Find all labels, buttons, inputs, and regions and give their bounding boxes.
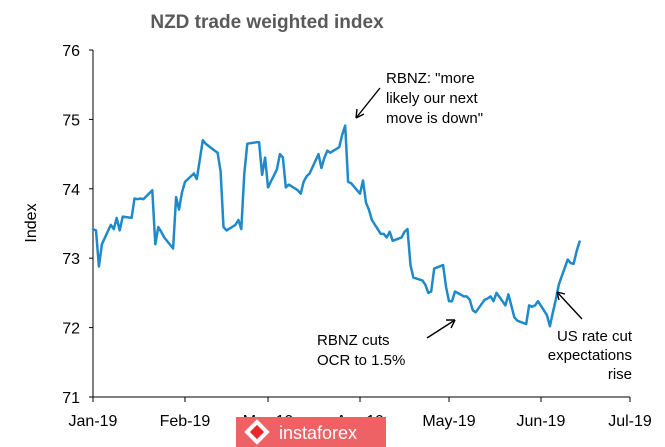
annotation-rbnz-cuts-arrow bbox=[426, 319, 456, 339]
annotation-rbnz-dovish-line-3: move is down" bbox=[386, 110, 483, 127]
annotation-rbnz-dovish: RBNZ: "more likely our next move is down… bbox=[355, 70, 483, 127]
y-axis-label: Index bbox=[23, 203, 40, 242]
x-tick-label-0: Jan-19 bbox=[69, 413, 118, 430]
annotation-us-rate-cut-line-1: US rate cut bbox=[557, 328, 633, 345]
watermark-logo-icon bbox=[244, 419, 270, 445]
annotation-rbnz-dovish-arrowhead bbox=[355, 108, 365, 119]
annotation-us-rate-cut-line-2: expectations bbox=[548, 347, 632, 364]
x-tick-label-6: Jul-19 bbox=[608, 413, 652, 430]
y-tick-label-4: 75 bbox=[62, 112, 80, 129]
y-tick-label-1: 72 bbox=[62, 321, 80, 338]
y-tick-label-3: 74 bbox=[62, 182, 80, 199]
y-tick-label-2: 73 bbox=[62, 251, 80, 268]
annotation-us-rate-cut-arrow bbox=[556, 291, 583, 320]
annotation-rbnz-dovish-line-1: RBNZ: "more bbox=[386, 70, 475, 87]
annotation-us-rate-cut: US rate cut expectations rise bbox=[548, 291, 633, 383]
watermark-text: instaforex bbox=[279, 423, 357, 443]
annotation-us-rate-cut-arrowhead bbox=[556, 291, 566, 301]
y-tick-label-0: 71 bbox=[62, 390, 80, 407]
x-tick-label-5: Jun-19 bbox=[517, 413, 566, 430]
x-tick-label-4: May-19 bbox=[422, 413, 475, 430]
series-line bbox=[91, 124, 581, 328]
annotation-rbnz-cuts-line-2: OCR to 1.5% bbox=[317, 352, 405, 369]
annotation-rbnz-cuts-arrowhead bbox=[446, 319, 456, 329]
annotation-rbnz-dovish-line-2: likely our next bbox=[386, 90, 479, 107]
x-tick-label-1: Feb-19 bbox=[160, 413, 211, 430]
y-tick-label-5: 76 bbox=[62, 43, 80, 60]
y-ticks: 71 72 73 74 75 76 bbox=[62, 43, 93, 407]
annotation-rbnz-cuts: RBNZ cuts OCR to 1.5% bbox=[317, 319, 456, 369]
annotation-rbnz-dovish-arrow bbox=[355, 87, 381, 119]
annotation-us-rate-cut-line-3: rise bbox=[608, 366, 632, 383]
annotation-rbnz-cuts-line-1: RBNZ cuts bbox=[317, 332, 390, 349]
watermark: instaforex bbox=[236, 417, 386, 447]
chart-title: NZD trade weighted index bbox=[150, 12, 384, 33]
